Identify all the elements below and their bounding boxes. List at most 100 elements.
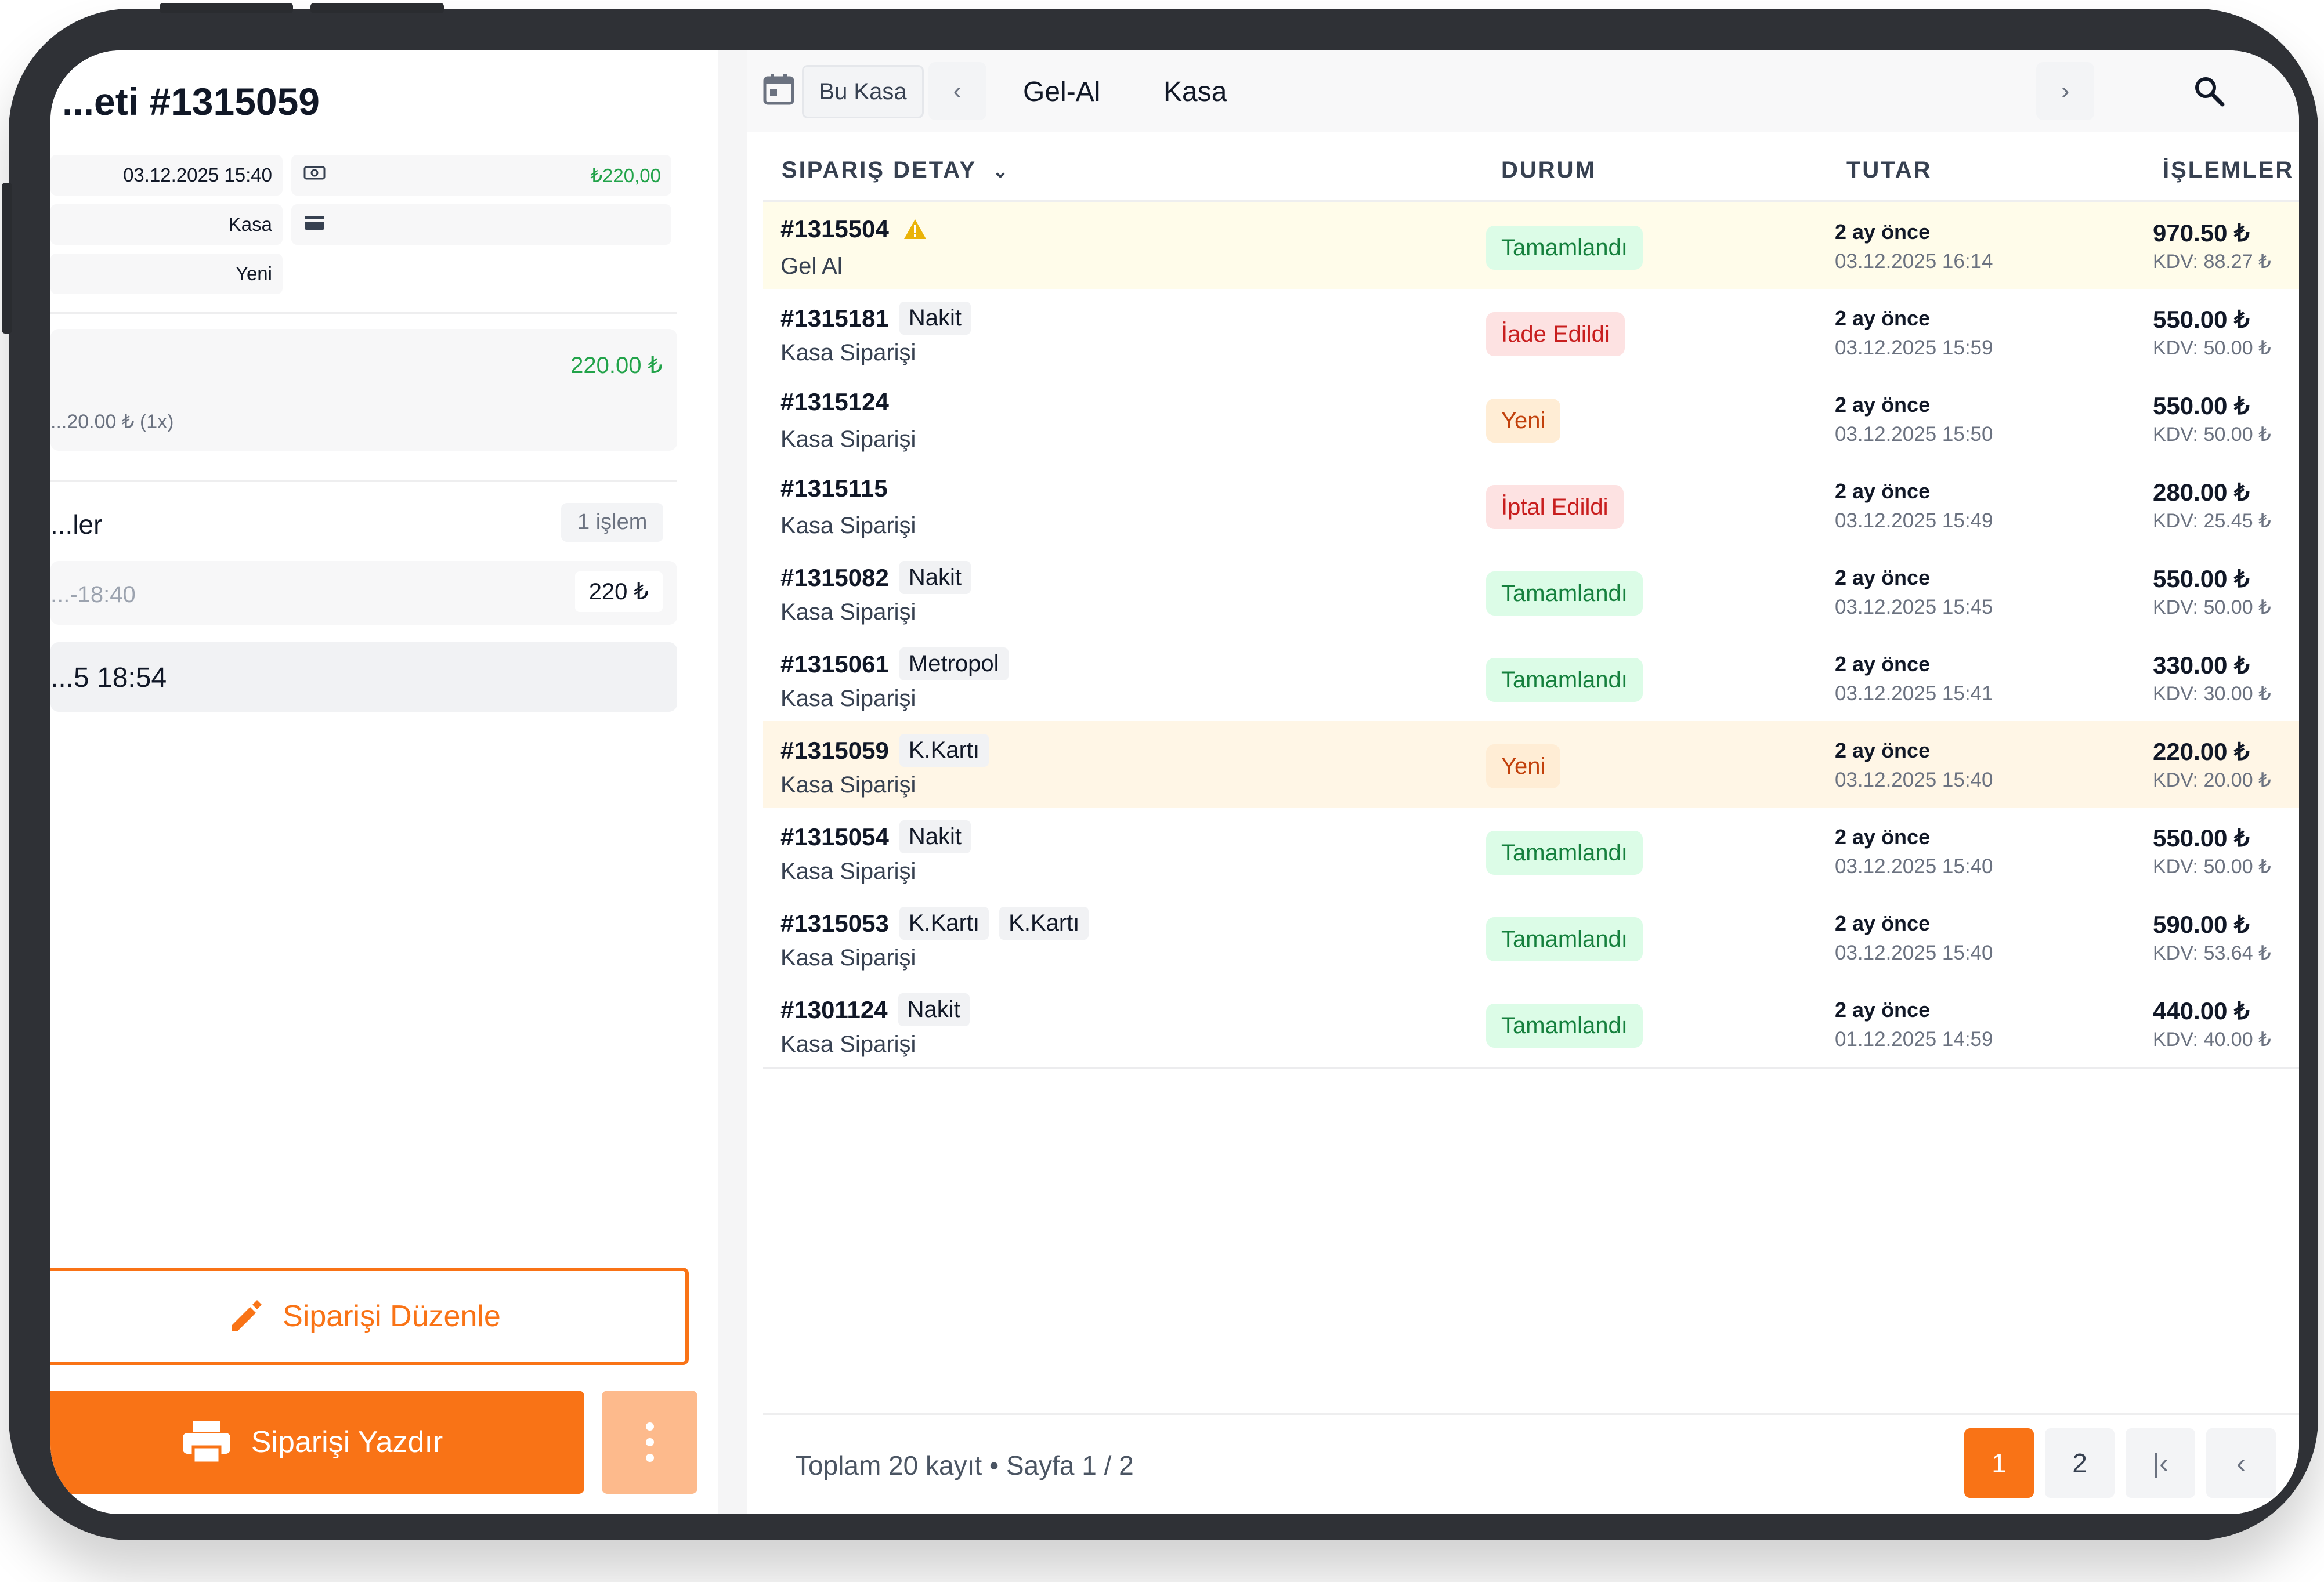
divider xyxy=(50,480,677,482)
header-amount: TUTAR xyxy=(1846,157,1932,183)
page-2-button[interactable]: 2 xyxy=(2045,1428,2115,1498)
order-id: #1315082 Nakit xyxy=(780,561,971,594)
status-badge: İade Edildi xyxy=(1486,312,1625,356)
device-button-side xyxy=(2,183,12,334)
order-type: Kasa Siparişi xyxy=(780,426,916,452)
first-page-button[interactable]: |‹ xyxy=(2126,1428,2195,1498)
order-relative-time: 2 ay önce xyxy=(1835,738,1931,762)
payments-title: ...ler xyxy=(50,509,103,540)
order-id-text: #1301124 xyxy=(780,995,888,1023)
order-id: #1315059 K.Kartı xyxy=(780,734,989,767)
order-relative-time: 2 ay önce xyxy=(1835,566,1931,589)
order-kdv: KDV: 88.27 ₺ xyxy=(2153,251,2271,273)
cash-icon xyxy=(303,163,326,188)
order-id-text: #1315124 xyxy=(780,388,889,415)
payment-time: ...-18:40 xyxy=(50,582,136,607)
order-type: Kasa Siparişi xyxy=(780,945,916,971)
status-badge: Tamamlandı xyxy=(1486,1004,1643,1048)
order-total: 590.00 ₺ xyxy=(2153,911,2250,938)
print-order-button[interactable]: Siparişi Yazdır xyxy=(50,1391,584,1494)
order-type: Gel Al xyxy=(780,254,843,279)
table-row[interactable]: #1315181 Nakit Kasa Siparişi İade Edildi 2 a… xyxy=(763,289,2299,377)
table-row[interactable]: #1315054 Nakit Kasa Siparişi Tamamlandı 2 ay… xyxy=(763,808,2299,896)
table-row[interactable]: #1315053 K.Kartı K.Kartı Kasa Siparişi Tamam… xyxy=(763,894,2299,982)
order-id-text: #1315059 xyxy=(780,736,889,764)
payment-row[interactable]: ...-18:40 220 ₺ xyxy=(50,561,677,625)
order-total: 970.50 ₺ xyxy=(2153,219,2250,247)
table-row[interactable]: #1315124 Kasa Siparişi Yeni 2 ay önce 03.12.… xyxy=(763,375,2299,464)
order-relative-time: 2 ay önce xyxy=(1835,393,1931,417)
chevron-down-icon: ⌄ xyxy=(992,161,1010,182)
calendar-icon[interactable] xyxy=(753,63,805,115)
order-total: 330.00 ₺ xyxy=(2153,651,2250,679)
tab-kasa[interactable]: Kasa xyxy=(1163,77,1227,107)
order-date: 03.12.2025 16:14 xyxy=(1835,250,1993,273)
device-button-top-1 xyxy=(160,3,293,13)
info-source-cell: Kasa xyxy=(50,204,283,245)
order-date: 03.12.2025 15:40 xyxy=(1835,855,1993,878)
order-date: 03.12.2025 15:41 xyxy=(1835,682,1993,705)
table-header: SIPARIŞ DETAY ⌄ DURUM TUTAR İŞLEMLER xyxy=(763,136,2299,202)
chevron-left-icon: ‹ xyxy=(953,77,962,105)
info-amount-cell: ₺220,00 xyxy=(291,155,671,196)
last-update-time: ...5 18:54 xyxy=(50,663,167,693)
next-range-button[interactable]: › xyxy=(2036,62,2094,120)
order-total: 220.00 ₺ xyxy=(2153,738,2250,765)
info-status: Yeni xyxy=(235,263,272,284)
payments-count-badge: 1 işlem xyxy=(561,503,664,542)
table-row[interactable]: #1315504 Gel Al Tamamlandı 2 ay önce 03.12.2… xyxy=(763,202,2299,291)
table-row[interactable]: #1315061 Metropol Kasa Siparişi Tamamlandı 2… xyxy=(763,635,2299,723)
payment-amount: 220 ₺ xyxy=(574,571,663,612)
prev-page-button[interactable]: ‹ xyxy=(2206,1428,2276,1498)
order-id: #1315504 xyxy=(780,215,927,243)
order-type: Kasa Siparişi xyxy=(780,513,916,538)
order-id: #1315053 K.Kartı K.Kartı xyxy=(780,907,1089,940)
payment-tag: K.Kartı xyxy=(999,907,1089,940)
order-kdv: KDV: 50.00 ₺ xyxy=(2153,337,2271,359)
order-kdv: KDV: 50.00 ₺ xyxy=(2153,856,2271,878)
order-item-price: 220.00 ₺ xyxy=(570,353,663,378)
order-date: 03.12.2025 15:40 xyxy=(1835,769,1993,791)
order-relative-time: 2 ay önce xyxy=(1835,825,1931,849)
info-datetime-cell: 03.12.2025 15:40 xyxy=(50,155,283,196)
range-selector[interactable]: Bu Kasa xyxy=(802,65,924,118)
order-detail-panel: ...eti #1315059 03.12.2025 15:40 ₺220,00… xyxy=(50,50,718,1514)
table-row[interactable]: #1315059 K.Kartı Kasa Siparişi Yeni 2 ay önc… xyxy=(763,721,2299,809)
order-id: #1315115 xyxy=(780,475,888,502)
order-id-text: #1315054 xyxy=(780,823,889,850)
header-status: DURUM xyxy=(1501,157,1596,183)
more-options-button[interactable] xyxy=(602,1391,697,1494)
order-relative-time: 2 ay önce xyxy=(1835,652,1931,676)
info-datetime: 03.12.2025 15:40 xyxy=(123,164,272,186)
order-id: #1301124 Nakit xyxy=(780,993,970,1026)
table-row[interactable]: #1301124 Nakit Kasa Siparişi Tamamlandı 2 ay… xyxy=(763,980,2299,1069)
table-footer: Toplam 20 kayıt • Sayfa 1 / 2 xyxy=(763,1413,2299,1514)
order-kdv: KDV: 30.00 ₺ xyxy=(2153,683,2271,705)
status-badge: Tamamlandı xyxy=(1486,571,1643,616)
chevron-right-icon: › xyxy=(2061,77,2070,105)
order-kdv: KDV: 50.00 ₺ xyxy=(2153,423,2271,446)
order-id: #1315181 Nakit xyxy=(780,302,971,335)
pagination-summary: Toplam 20 kayıt • Sayfa 1 / 2 xyxy=(795,1450,1134,1480)
payment-tag: K.Kartı xyxy=(899,907,989,940)
order-date: 03.12.2025 15:50 xyxy=(1835,423,1993,446)
table-row[interactable]: #1315082 Nakit Kasa Siparişi Tamamlandı 2 ay… xyxy=(763,548,2299,636)
order-total: 280.00 ₺ xyxy=(2153,479,2250,506)
payment-tag: Metropol xyxy=(899,647,1009,680)
chevron-left-icon: ‹ xyxy=(2236,1448,2246,1478)
edit-order-label: Siparişi Düzenle xyxy=(283,1299,501,1333)
order-total: 550.00 ₺ xyxy=(2153,392,2250,419)
printer-icon xyxy=(180,1419,233,1465)
search-icon[interactable] xyxy=(2186,68,2232,114)
order-id-text: #1315181 xyxy=(780,304,889,332)
header-order-detail[interactable]: SIPARIŞ DETAY ⌄ xyxy=(782,157,1010,183)
more-vertical-icon xyxy=(644,1422,656,1462)
table-row[interactable]: #1315115 Kasa Siparişi İptal Edildi 2 ay ön… xyxy=(763,462,2299,550)
prev-range-button[interactable]: ‹ xyxy=(928,62,986,120)
tab-gel-al[interactable]: Gel-Al xyxy=(1023,77,1101,107)
order-item-card: 220.00 ₺ ...20.00 ₺ (1x) xyxy=(50,329,677,451)
order-id: #1315061 Metropol xyxy=(780,647,1009,680)
order-total: 550.00 ₺ xyxy=(2153,565,2250,592)
edit-order-button[interactable]: Siparişi Düzenle xyxy=(50,1268,689,1365)
page-1-button[interactable]: 1 xyxy=(1964,1428,2034,1498)
